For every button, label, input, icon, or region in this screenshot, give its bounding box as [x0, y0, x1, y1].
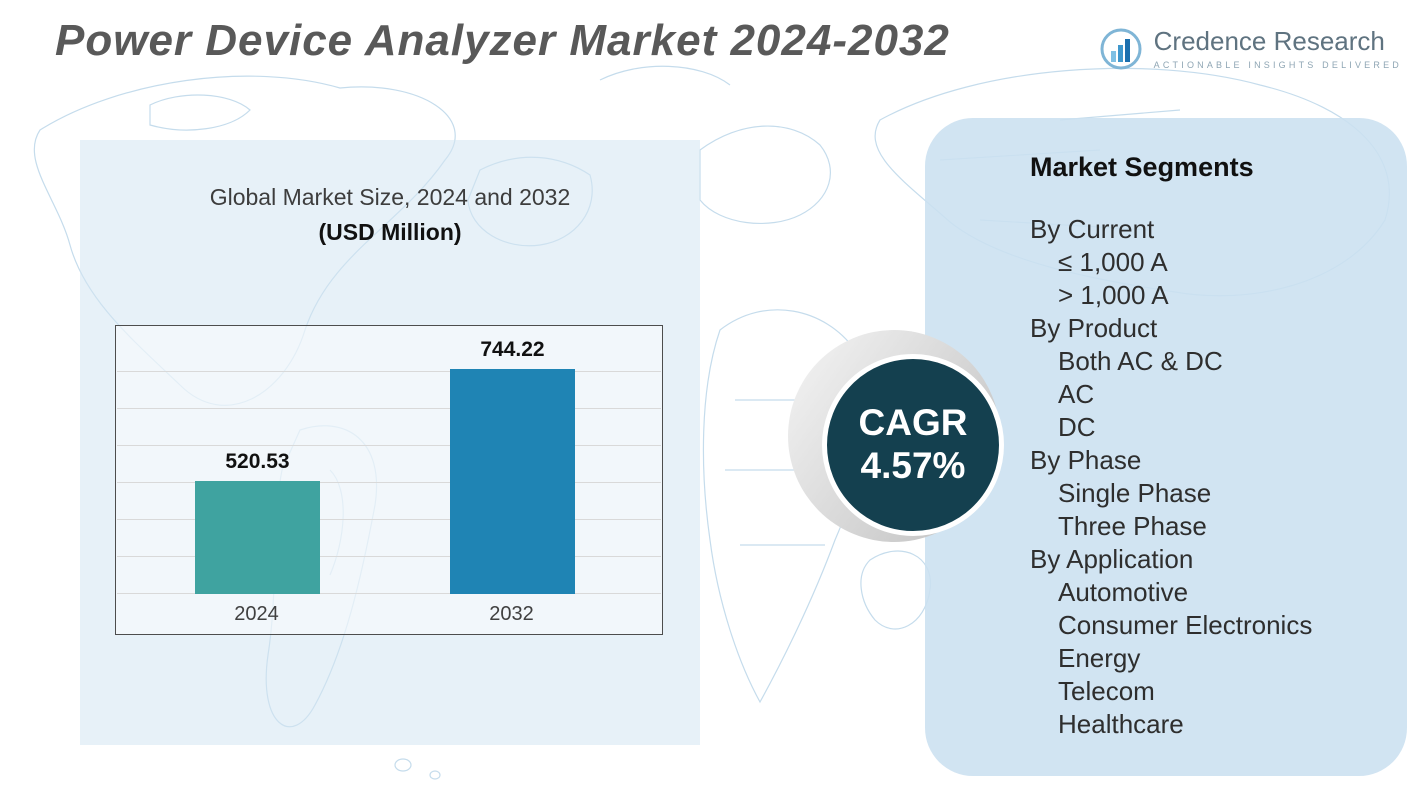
- cagr-badge: CAGR 4.57%: [788, 330, 1013, 555]
- plot-area: 520.53 744.22: [117, 338, 661, 594]
- chart-subtitle: Global Market Size, 2024 and 2032 (USD M…: [80, 184, 700, 246]
- segment-item: Both AC & DC: [1058, 346, 1223, 376]
- brand-logo: Credence Research Actionable Insights De…: [1098, 26, 1402, 72]
- segment-item: Automotive: [1058, 577, 1189, 607]
- segment-item: AC: [1058, 379, 1095, 409]
- chart-subtitle-line1: Global Market Size, 2024 and 2032: [209, 184, 571, 210]
- segment-item: Consumer Electronics: [1058, 610, 1313, 640]
- cagr-value: 4.57%: [860, 445, 966, 486]
- segment-group-label: By Product: [1030, 313, 1158, 343]
- bar-chart: 520.53 744.22 2024 2032: [115, 325, 663, 635]
- segment-item: Single Phase: [1058, 478, 1212, 508]
- brand-tagline: Actionable Insights Delivered: [1153, 60, 1402, 70]
- segment-item: > 1,000 A: [1058, 280, 1169, 310]
- segments-title: Market Segments: [1030, 152, 1254, 182]
- bar-value-label-2024: 520.53: [225, 450, 290, 473]
- segment-item: Three Phase: [1058, 511, 1207, 541]
- brand-name: Credence Research: [1153, 26, 1385, 56]
- x-axis-label-2032: 2032: [489, 603, 534, 625]
- chart-subtitle-line2: (USD Million): [318, 219, 462, 245]
- segment-group-phase: By Phase Single Phase Three Phase: [1030, 444, 1377, 543]
- segment-group-product: By Product Both AC & DC AC DC: [1030, 312, 1377, 444]
- segment-item: Telecom: [1058, 676, 1155, 706]
- segment-group-application: By Application Automotive Consumer Elect…: [1030, 543, 1377, 741]
- chart-panel: Global Market Size, 2024 and 2032 (USD M…: [80, 140, 700, 745]
- segment-group-label: By Current: [1030, 214, 1155, 244]
- cagr-label: CAGR: [858, 402, 968, 444]
- x-axis-label-2024: 2024: [234, 603, 279, 625]
- page-title: Power Device Analyzer Market 2024-2032: [55, 16, 950, 65]
- segment-item: DC: [1058, 412, 1096, 442]
- bar-2032: [450, 369, 575, 594]
- market-segments-panel: Market Segments By Current ≤ 1,000 A > 1…: [925, 118, 1407, 776]
- segment-item: ≤ 1,000 A: [1058, 247, 1168, 277]
- bar-column-2032: 744.22: [450, 338, 575, 594]
- logo-chart-icon: [1100, 28, 1142, 70]
- segment-group-current: By Current ≤ 1,000 A > 1,000 A: [1030, 213, 1377, 312]
- segment-item: Energy: [1058, 643, 1141, 673]
- segment-group-label: By Phase: [1030, 445, 1142, 475]
- bar-value-label-2032: 744.22: [480, 338, 545, 361]
- bar-column-2024: 520.53: [195, 338, 320, 594]
- segment-group-label: By Application: [1030, 544, 1194, 574]
- segment-item: Healthcare: [1058, 709, 1184, 739]
- cagr-circle: CAGR 4.57%: [822, 354, 1004, 536]
- bar-2024: [195, 481, 320, 594]
